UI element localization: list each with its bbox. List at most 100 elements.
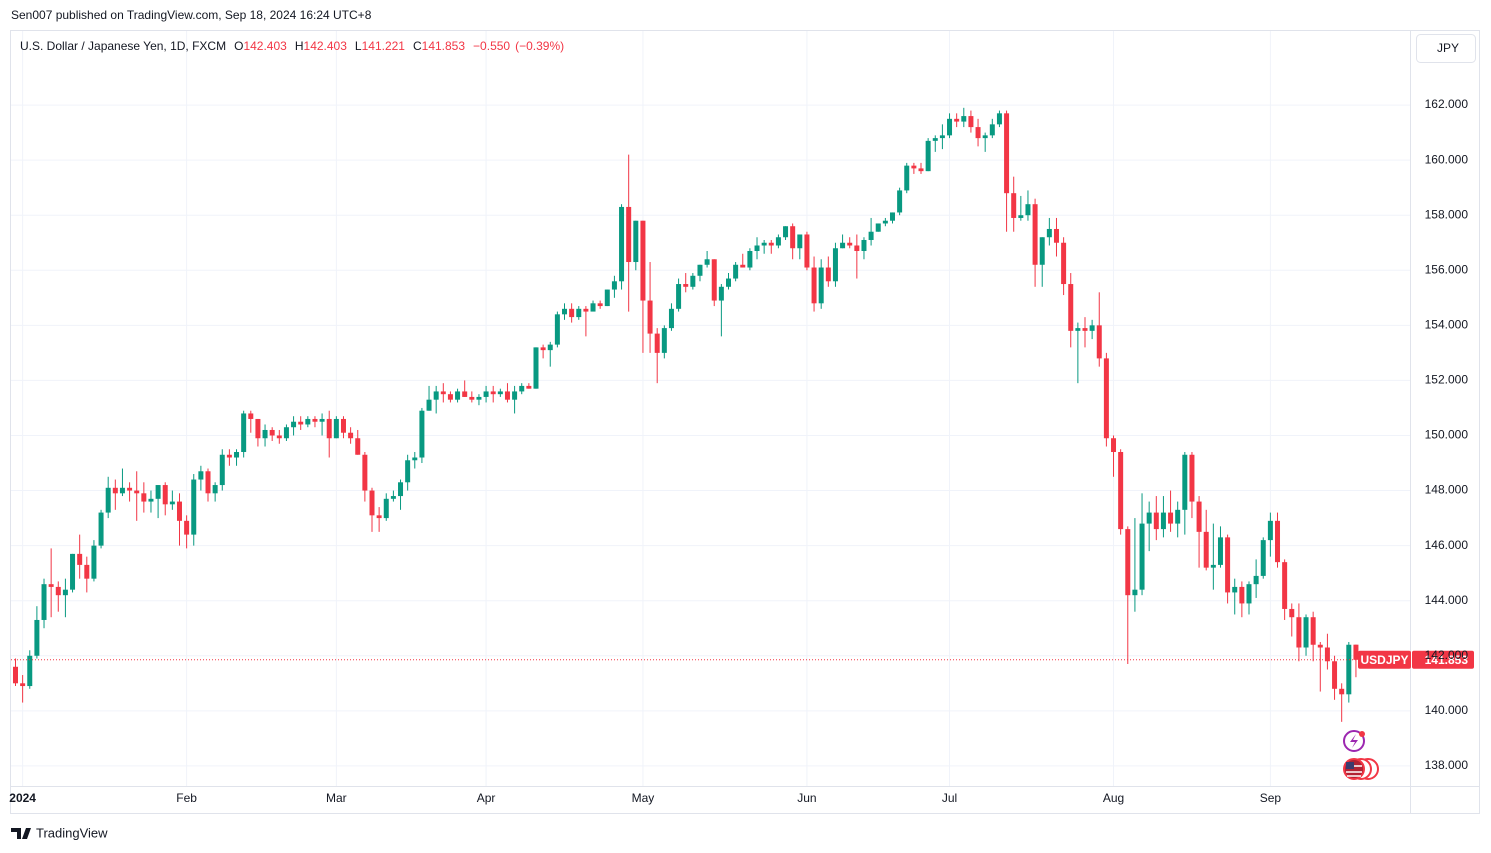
candle-body [312,418,318,422]
legend-item: (−0.39%) [515,39,564,53]
logo-mark [11,828,31,839]
candle-body [768,242,774,246]
candle-body [1182,454,1188,510]
candle-body [1246,584,1252,604]
candle-body [127,487,133,491]
candle-body [319,418,325,422]
candle-body [333,418,339,439]
grid [11,31,1410,786]
candle-body [1275,520,1281,563]
candle-body [647,300,653,334]
candle-body [832,248,838,282]
candle-body [184,520,190,535]
candle-body [1324,647,1330,662]
symbol-label: USDJPY [1360,653,1408,667]
candle-body [654,333,660,353]
candle-body [1296,617,1302,648]
candle-body [640,220,646,301]
candle-body [1103,358,1109,439]
candle-body [169,501,175,505]
price-label: 141.853 [1425,653,1469,667]
candle-body [1339,688,1345,695]
candle-body [889,212,895,221]
currency-button[interactable]: JPY [1437,41,1459,55]
candle-body [961,116,967,122]
candle-body [1168,512,1174,524]
candle-body [298,421,304,425]
candle-body [683,284,689,287]
candle-body [348,432,354,439]
candle-body [77,553,83,565]
candle-body [633,220,639,263]
candle-body [426,399,432,411]
candle-body [1075,328,1081,331]
candle-body [70,553,76,590]
candle-body [1196,501,1202,532]
candle-body [975,127,981,139]
candle-body [1232,586,1238,593]
candle-body [91,545,97,579]
candle-body [533,347,539,389]
event-icon-dot [1359,731,1365,737]
candle-body [790,226,796,249]
candle-body [1153,512,1159,530]
candle-body [433,391,439,400]
candle-body [219,454,225,486]
candle-body [569,308,575,318]
candle-body [1025,204,1031,216]
candle-body [212,485,218,494]
candle-body [1068,284,1074,331]
candle-body [398,482,404,497]
x-tick-label: Feb [176,791,197,805]
x-tick-label: Jul [942,791,957,805]
candle-body [797,234,803,249]
candle-body [55,586,61,596]
candle-body [1132,589,1138,596]
candle-body [234,452,240,458]
x-tick-label: Aug [1103,791,1124,805]
candle-body [804,234,810,268]
candle-body [362,454,368,491]
legend-item: U.S. Dollar / Japanese Yen, 1D, FXCM [20,39,226,53]
legend-item: L [355,39,362,53]
candle-body [897,190,903,213]
attribution: Sen007 published on TradingView.com, Sep… [11,8,372,22]
candle-body [954,118,960,122]
candle-body [305,418,311,425]
candle-body [205,471,211,494]
candle-body [882,220,888,224]
candle-body [690,275,696,287]
candle-body [868,231,874,240]
candle-body [604,289,610,307]
candle-body [355,438,361,455]
candle-body [861,239,867,252]
legend: U.S. Dollar / Japanese Yen, 1D, FXCM O142… [20,39,564,53]
candle-body [904,165,910,191]
candle-body [119,487,125,494]
candle-body [718,286,724,301]
candle-body [105,487,111,513]
y-tick-label: 156.000 [1425,262,1469,276]
candle-body [241,413,247,453]
candle-body [661,328,667,353]
candle-body [818,267,824,304]
candle-body [996,113,1002,125]
candle-body [597,303,603,307]
candle-body [1353,644,1359,660]
candle-body [291,421,297,428]
candle-body [1217,537,1223,565]
candles [13,107,1359,722]
candle-body [412,457,418,461]
candle-body [939,135,945,139]
y-tick-label: 162.000 [1425,97,1469,111]
candle-body [704,259,710,265]
candle-body [369,490,375,516]
candle-body [112,487,118,494]
candle-body [697,264,703,276]
candle-body [1089,325,1095,331]
candle-body [968,116,974,128]
candle-body [611,281,617,290]
candle-body [155,485,161,499]
currency-button-box[interactable] [1416,34,1476,63]
event-icon-bolt [1350,734,1358,748]
